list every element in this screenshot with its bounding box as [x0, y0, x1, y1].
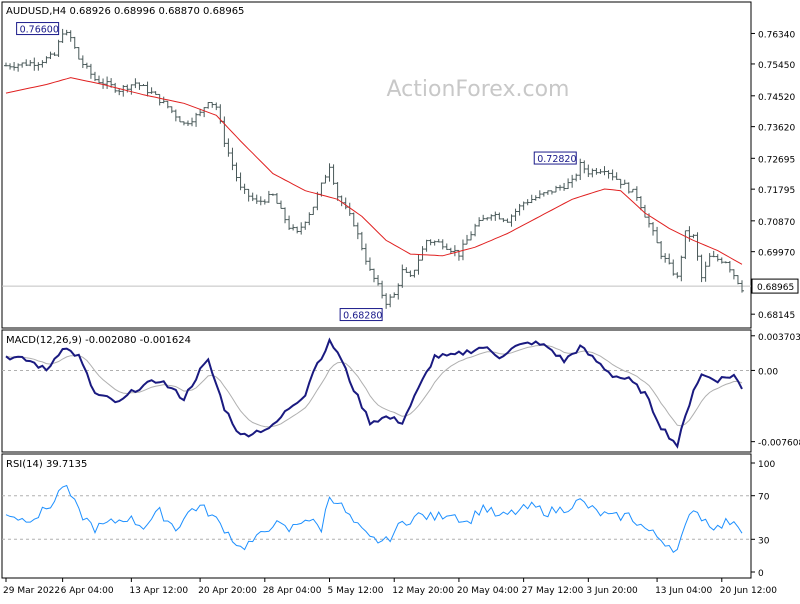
x-tick-label: 27 May 12:00 — [522, 586, 584, 596]
rsi-line — [5, 484, 743, 554]
rsi-panel-frame — [1, 453, 752, 579]
macd-panel-frame — [1, 329, 752, 453]
x-tick-label: 20 Apr 20:00 — [198, 586, 257, 596]
macd-signal-line — [5, 344, 743, 428]
price-annotation-label: 0.68280 — [343, 311, 382, 322]
y-tick-label: 0.74520 — [758, 93, 795, 103]
rsi-y-tick-label: 100 — [758, 460, 775, 470]
price-annotation-label: 0.72820 — [537, 154, 576, 165]
main-panel-frame — [1, 1, 752, 329]
x-tick-label: 13 Apr 12:00 — [129, 586, 188, 596]
rsi-y-tick-label: 0 — [758, 569, 764, 579]
x-tick-label: 28 Apr 04:00 — [263, 586, 322, 596]
x-tick-label: 5 May 12:00 — [328, 586, 384, 596]
x-tick-label: 13 Jun 04:00 — [655, 586, 712, 596]
macd-line — [5, 337, 743, 449]
y-tick-label: 0.68145 — [758, 311, 795, 321]
main-title: AUDUSD,H4 0.68926 0.68996 0.68870 0.6896… — [6, 6, 244, 17]
rsi-y-tick-label: 70 — [758, 493, 770, 503]
last-price-label: 0.68965 — [757, 283, 794, 293]
last-price-box — [751, 278, 799, 294]
y-tick-label: 0.69970 — [758, 249, 795, 259]
rsi-y-tick-label: 30 — [758, 536, 770, 546]
main-title-text: AUDUSD,H4 0.68926 0.68996 0.68870 0.6896… — [6, 6, 244, 17]
x-tick-label: 3 Jun 20:00 — [586, 586, 638, 596]
x-tick-label: 12 May 20:00 — [392, 586, 454, 596]
price-annotation-label: 0.76600 — [20, 25, 59, 36]
price-annotation-box — [533, 151, 577, 165]
macd-y-tick-label: 0.003703 — [758, 333, 800, 343]
price-annotation-box — [16, 22, 60, 36]
y-tick-label: 0.76340 — [758, 30, 795, 40]
price-annotation-box — [339, 308, 383, 322]
macd-y-tick-label: 0.00 — [758, 367, 778, 377]
x-tick-label: 20 Jun 12:00 — [720, 586, 777, 596]
y-tick-label: 0.70870 — [758, 218, 795, 228]
y-tick-label: 0.72695 — [758, 155, 795, 165]
x-tick-label: 29 Mar 2022 — [3, 586, 60, 596]
macd-title: MACD(12,26,9) -0.002080 -0.001624 — [6, 335, 191, 346]
macd-y-tick-label: -0.007608 — [758, 439, 800, 449]
x-tick-label: 6 Apr 04:00 — [61, 586, 114, 596]
watermark: ActionForex.com — [387, 77, 570, 102]
y-tick-label: 0.73620 — [758, 124, 795, 134]
x-tick-label: 20 May 04:00 — [457, 586, 519, 596]
rsi-title: RSI(14) 39.7135 — [6, 459, 87, 470]
moving-average-line — [5, 77, 743, 265]
y-tick-label: 0.71795 — [758, 186, 795, 196]
y-tick-label: 0.75450 — [758, 61, 795, 71]
